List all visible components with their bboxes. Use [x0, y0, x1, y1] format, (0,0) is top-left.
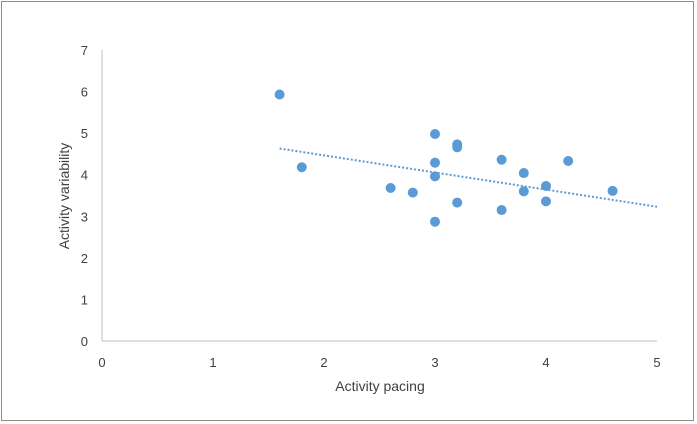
data-point: [496, 154, 507, 165]
axes: [101, 50, 657, 342]
y-tick-label: 3: [81, 209, 88, 224]
x-tick-label: 2: [320, 355, 327, 370]
data-point: [385, 183, 396, 194]
data-point: [407, 187, 418, 198]
y-tick-label: 6: [81, 85, 88, 100]
x-tick-label: 1: [209, 355, 216, 370]
y-tick-labels: 0 1 2 3 4 5 6 7: [81, 43, 88, 349]
x-tick-label: 5: [653, 355, 660, 370]
x-tick-label: 3: [431, 355, 438, 370]
trendline-group: [279, 147, 658, 208]
y-tick-label: 0: [81, 334, 88, 349]
y-tick-label: 5: [81, 126, 88, 141]
data-point: [541, 180, 551, 191]
data-point: [430, 171, 440, 182]
y-tick-label: 1: [81, 292, 88, 307]
y-tick-label: 2: [81, 251, 88, 266]
x-axis-title: Activity pacing: [335, 378, 424, 394]
data-point: [296, 162, 307, 173]
x-tick-label: 4: [542, 355, 549, 370]
y-axis-title: Activity variability: [56, 143, 72, 250]
trendline: [279, 147, 658, 208]
y-tick-label: 7: [81, 43, 88, 58]
data-point: [430, 128, 440, 139]
data-point: [607, 185, 618, 196]
data-point: [274, 89, 285, 100]
data-points: [274, 89, 618, 227]
data-point: [541, 196, 551, 207]
data-point: [496, 205, 507, 216]
data-point: [518, 168, 529, 179]
y-tick-label: 4: [81, 168, 88, 183]
data-point: [452, 142, 463, 153]
data-point: [430, 216, 440, 227]
data-point: [563, 155, 574, 166]
data-point: [430, 157, 440, 168]
x-tick-label: 0: [98, 355, 105, 370]
data-point: [518, 186, 529, 197]
x-tick-labels: 0 1 2 3 4 5: [98, 355, 660, 370]
data-point: [452, 197, 463, 208]
